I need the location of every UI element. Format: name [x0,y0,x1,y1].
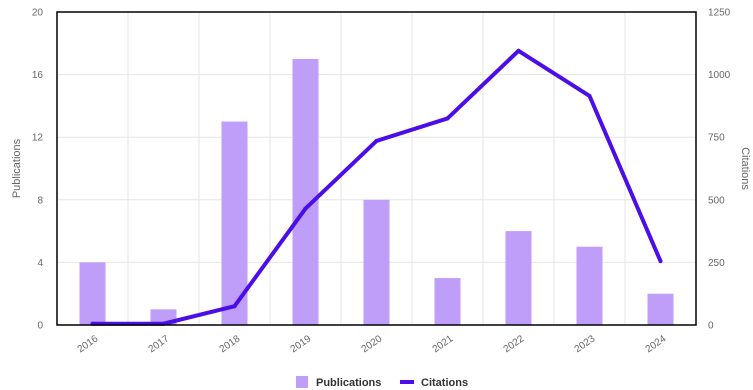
point-citations[interactable] [516,48,521,53]
x-tick-label: 2021 [431,333,456,355]
x-tick-label: 2024 [644,333,669,355]
y-tick-label: 4 [37,258,43,269]
y2-tick-label: 1000 [708,70,731,81]
x-tick-label: 2017 [147,333,172,355]
plot-border [56,11,697,326]
point-citations[interactable] [658,259,663,264]
x-tick-label: 2019 [289,333,314,355]
y2-axis-title: Citations [739,147,751,190]
y2-tick-label: 750 [708,133,725,144]
bar-publications[interactable] [434,278,461,325]
y-tick-label: 12 [32,133,44,144]
y-tick-label: 0 [37,321,43,332]
legend-publications-label[interactable]: Publications [316,377,381,389]
y2-tick-label: 1250 [708,8,731,19]
point-citations[interactable] [587,93,592,98]
y-tick-label: 8 [37,195,43,206]
y-axis-title: Publications [11,138,23,198]
bar-publications[interactable] [576,246,603,325]
y2-tick-label: 500 [708,195,725,206]
x-tick-label: 2020 [360,333,385,355]
legend: Publications Citations [296,376,468,389]
y-tick-label: 16 [32,70,44,81]
point-citations[interactable] [232,304,237,309]
publications-bars [79,58,674,325]
y2-tick-label: 250 [708,258,725,269]
legend-publications-swatch[interactable] [296,376,308,388]
bar-publications[interactable] [363,199,390,325]
point-citations[interactable] [445,116,450,121]
point-citations[interactable] [374,138,379,143]
y2-tick-label: 0 [708,321,714,332]
bar-publications[interactable] [647,293,674,325]
x-tick-label: 2018 [218,333,243,355]
point-citations[interactable] [303,206,308,211]
bar-publications[interactable] [505,231,532,325]
y-axis-left-ticks: 0 4 8 12 16 20 [32,8,44,332]
bar-publications[interactable] [79,262,106,325]
x-axis-ticks: 2016 2017 2018 2019 2020 2021 2022 2023 2024 [76,333,669,355]
x-tick-label: 2022 [502,333,527,355]
y-axis-right-ticks: 0 250 500 750 1000 1250 [708,8,731,332]
bar-publications[interactable] [292,58,319,325]
plot-frame [56,11,697,326]
y-tick-label: 20 [32,8,44,19]
x-tick-label: 2016 [76,333,101,355]
x-tick-label: 2023 [573,333,598,355]
legend-citations-label[interactable]: Citations [421,377,468,389]
